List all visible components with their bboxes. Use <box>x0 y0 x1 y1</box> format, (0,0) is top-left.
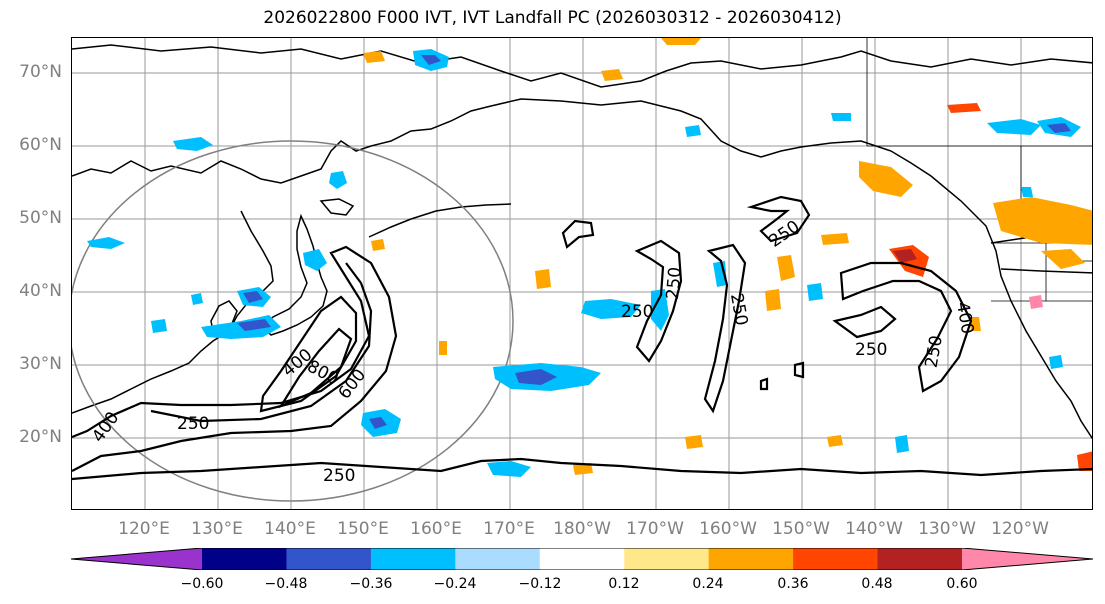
contour-label: 250 <box>621 302 653 322</box>
colorbar-tick: 0.48 <box>861 576 893 592</box>
contour-label: 250 <box>323 466 355 486</box>
lat-label-20n: 20°N <box>19 427 62 447</box>
lat-label-70n: 70°N <box>19 62 62 82</box>
positive-anomalies <box>363 38 1092 475</box>
ivt-contours <box>72 195 1092 481</box>
colorbar-cell <box>202 548 287 570</box>
colorbar-max-extend <box>962 548 1093 570</box>
contour-label-group: 400 800 600 250 400 250 250 250 250 250 … <box>88 217 977 486</box>
lon-label-150w: 150°W <box>772 519 830 539</box>
contour-label: 250 <box>922 334 947 369</box>
lon-label-160w: 160°W <box>699 519 757 539</box>
contour-label: 250 <box>177 414 209 434</box>
map-panel: 400 800 600 250 400 250 250 250 250 250 … <box>71 37 1093 510</box>
colorbar-tick: −0.60 <box>180 576 224 592</box>
lon-label-120e: 120°E <box>118 519 170 539</box>
chart-title: 2026022800 F000 IVT, IVT Landfall PC (20… <box>263 8 842 28</box>
contour-label: 250 <box>663 266 686 300</box>
colorbar <box>71 548 1093 570</box>
contour-label: 250 <box>726 292 751 327</box>
colorbar-cell <box>286 548 372 570</box>
lon-label-170w: 170°W <box>626 519 684 539</box>
lat-label-60n: 60°N <box>19 135 62 155</box>
colorbar-tick: 0.36 <box>777 576 809 592</box>
colorbar-tick: −0.12 <box>518 576 562 592</box>
map-svg: 400 800 600 250 400 250 250 250 250 250 … <box>72 38 1092 509</box>
colorbar-cells <box>202 548 963 570</box>
lon-label-120w: 120°W <box>991 519 1049 539</box>
colorbar-tick: 0.60 <box>946 576 978 592</box>
colorbar-cell <box>793 548 879 570</box>
negative-anomalies <box>87 49 1081 477</box>
colorbar-tick: 0.24 <box>692 576 724 592</box>
region-circle <box>72 140 514 502</box>
colorbar-tick: −0.36 <box>349 576 393 592</box>
colorbar-cell <box>455 548 541 570</box>
contour-label: 400 <box>952 300 977 335</box>
colorbar-cell <box>624 548 710 570</box>
colorbar-tick: −0.24 <box>433 576 477 592</box>
colorbar-tick: −0.48 <box>264 576 308 592</box>
colorbar-cell <box>708 548 794 570</box>
lat-label-30n: 30°N <box>19 354 62 374</box>
lon-label-130w: 130°W <box>918 519 976 539</box>
graticule <box>72 38 1092 509</box>
contour-label: 250 <box>855 340 887 360</box>
colorbar-cell <box>539 548 625 570</box>
lon-label-130e: 130°E <box>191 519 243 539</box>
colorbar-cell <box>877 548 963 570</box>
lat-label-50n: 50°N <box>19 208 62 228</box>
lon-label-170e: 170°E <box>483 519 535 539</box>
lon-label-160e: 160°E <box>410 519 462 539</box>
lon-label-140w: 140°W <box>845 519 903 539</box>
colorbar-cell <box>370 548 456 570</box>
lat-label-40n: 40°N <box>19 281 62 301</box>
lon-label-180w: 180°W <box>553 519 611 539</box>
lon-label-140e: 140°E <box>264 519 316 539</box>
colorbar-tick: 0.12 <box>608 576 640 592</box>
contour-label: 250 <box>766 217 804 252</box>
colorbar-min-extend <box>71 548 202 570</box>
lon-label-150e: 150°E <box>337 519 389 539</box>
